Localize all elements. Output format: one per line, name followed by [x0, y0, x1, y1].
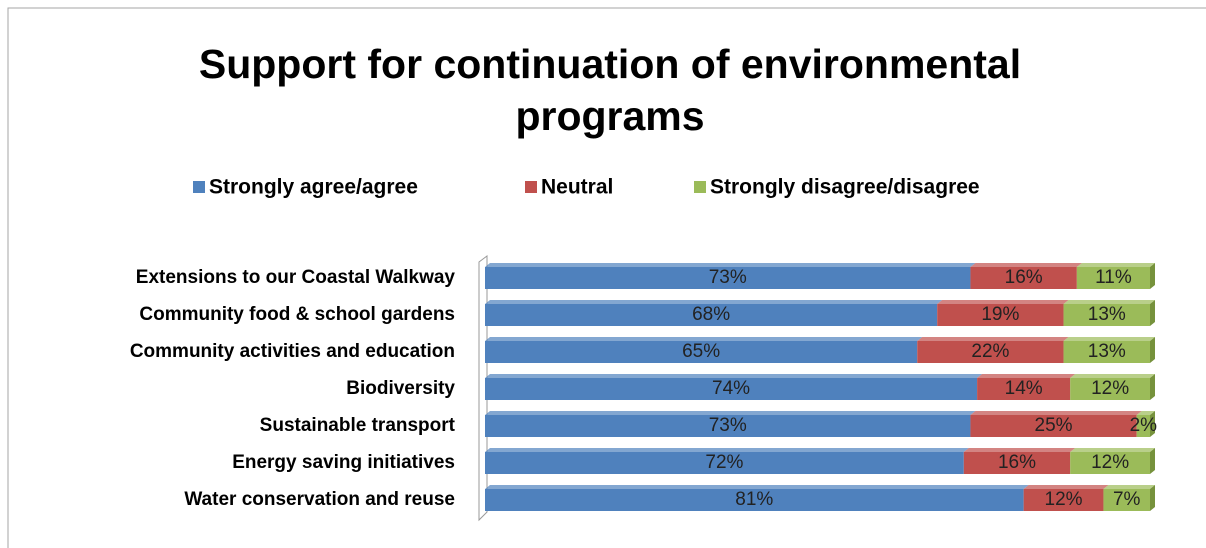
value-label: 12% [1091, 378, 1129, 399]
value-label: 73% [709, 267, 747, 288]
bar-top [970, 263, 1082, 267]
bar [1070, 452, 1150, 474]
bar-top [970, 411, 1142, 415]
chart-frame [7, 7, 1206, 548]
bar-top [485, 411, 976, 415]
legend-swatch [694, 181, 706, 193]
bar [1023, 489, 1104, 511]
value-label: 74% [712, 378, 750, 399]
bar-top [1023, 485, 1109, 489]
value-label: 11% [1095, 267, 1132, 288]
bar [1136, 415, 1150, 437]
bar-side [1150, 485, 1155, 511]
bar-top [485, 263, 976, 267]
value-label: 13% [1088, 304, 1126, 325]
bar-side [1150, 448, 1155, 474]
value-label: 81% [735, 489, 773, 510]
bar [485, 267, 971, 289]
bar-side [1150, 411, 1155, 437]
value-label: 12% [1091, 452, 1129, 473]
category-label: Water conservation and reuse [184, 489, 455, 510]
bar-side [1150, 337, 1155, 363]
bar-top [485, 374, 983, 378]
bar [977, 378, 1071, 400]
legend-label: Neutral [541, 176, 613, 199]
bar [1063, 341, 1150, 363]
bar-top [963, 448, 1076, 452]
bar [970, 267, 1077, 289]
value-label: 7% [1113, 489, 1141, 510]
bar [485, 452, 964, 474]
bar-top [1103, 485, 1155, 489]
bar [1076, 267, 1150, 289]
value-label: 22% [971, 341, 1009, 362]
category-label: Sustainable transport [260, 415, 456, 436]
value-label: 73% [709, 415, 747, 436]
legend-label: Strongly agree/agree [209, 176, 418, 199]
bar [485, 489, 1024, 511]
bar-top [485, 485, 1029, 489]
bar [1070, 378, 1150, 400]
bar-top [1063, 300, 1155, 304]
bar [485, 304, 938, 326]
value-label: 12% [1045, 489, 1083, 510]
value-label: 68% [692, 304, 730, 325]
bar-top [485, 337, 923, 341]
legend-swatch [193, 181, 205, 193]
bar [485, 378, 978, 400]
bar-side [1150, 300, 1155, 326]
value-label: 16% [1005, 267, 1043, 288]
value-label: 13% [1088, 341, 1126, 362]
bar-top [1136, 411, 1155, 415]
legend-swatch [525, 181, 537, 193]
legend-label: Strongly disagree/disagree [710, 176, 980, 199]
chart-title: Support for continuation of environmenta… [198, 41, 1022, 139]
bar-top [485, 448, 969, 452]
bar [917, 341, 1064, 363]
bar-top [485, 300, 943, 304]
bar [485, 415, 971, 437]
value-label: 72% [705, 452, 743, 473]
bar-top [1076, 263, 1155, 267]
bar [963, 452, 1071, 474]
value-label: 65% [682, 341, 720, 362]
bar [937, 304, 1064, 326]
bar [485, 341, 918, 363]
bar [1063, 304, 1150, 326]
bar [970, 415, 1137, 437]
value-label: 2% [1130, 415, 1158, 436]
bar-top [1070, 448, 1155, 452]
bar-top [937, 300, 1069, 304]
bar-top [977, 374, 1076, 378]
value-label: 25% [1035, 415, 1073, 436]
category-label: Energy saving initiatives [232, 452, 455, 473]
value-label: 16% [998, 452, 1036, 473]
category-label: Community activities and education [130, 341, 455, 362]
value-label: 19% [981, 304, 1019, 325]
category-label: Biodiversity [346, 378, 455, 399]
value-label: 14% [1005, 378, 1043, 399]
bar-top [1070, 374, 1155, 378]
bar [1103, 489, 1150, 511]
bar-top [917, 337, 1069, 341]
category-label: Community food & school gardens [139, 304, 455, 325]
bar-side [1150, 263, 1155, 289]
category-label: Extensions to our Coastal Walkway [136, 267, 456, 288]
bar-top [1063, 337, 1155, 341]
bar-side [1150, 374, 1155, 400]
